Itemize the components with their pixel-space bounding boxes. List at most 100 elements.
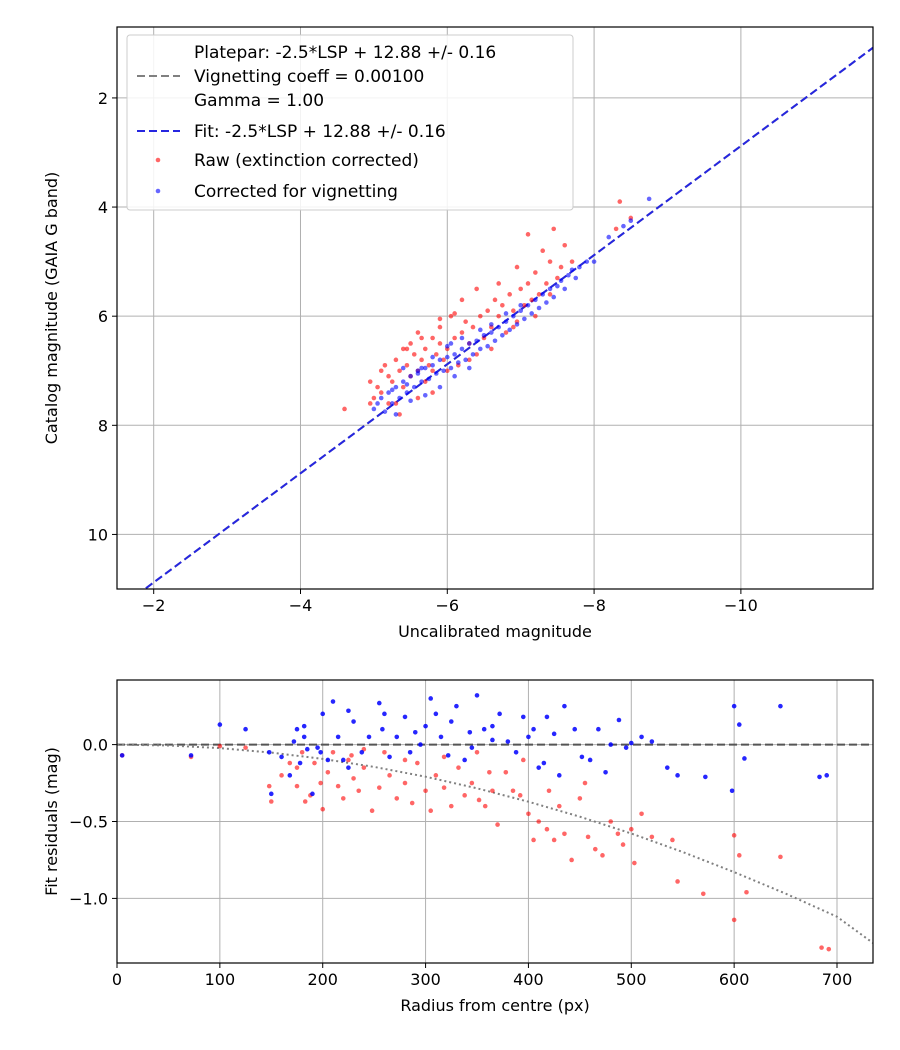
point-raw-extinction-corrected (478, 313, 483, 319)
residual-raw-extinction-corrected (526, 811, 531, 817)
point-raw-extinction-corrected (613, 226, 619, 232)
point-corrected-for-vignetting (389, 387, 395, 393)
point-corrected-for-vignetting (470, 352, 476, 357)
bot-x-tick-label: 400 (513, 970, 544, 989)
residual-raw-extinction-corrected (409, 800, 415, 806)
residual-corrected-for-vignetting (596, 726, 601, 732)
point-corrected-for-vignetting (459, 346, 465, 352)
point-raw-extinction-corrected (492, 297, 498, 303)
point-raw-extinction-corrected (529, 297, 534, 303)
point-raw-extinction-corrected (371, 395, 377, 401)
residual-raw-extinction-corrected (335, 783, 341, 789)
point-corrected-for-vignetting (430, 354, 435, 360)
point-corrected-for-vignetting (371, 406, 377, 412)
residual-raw-extinction-corrected (415, 760, 420, 766)
residual-raw-extinction-corrected (649, 834, 655, 840)
point-raw-extinction-corrected (555, 275, 560, 281)
point-corrected-for-vignetting (514, 322, 520, 327)
point-raw-extinction-corrected (430, 368, 435, 374)
residual-corrected-for-vignetting (481, 726, 487, 732)
residual-corrected-for-vignetting (448, 719, 454, 724)
point-raw-extinction-corrected (367, 401, 373, 406)
point-raw-extinction-corrected (430, 390, 435, 395)
residual-corrected-for-vignetting (556, 773, 562, 778)
legend-label: Corrected for vignetting (194, 182, 398, 202)
residual-raw-extinction-corrected (423, 788, 428, 794)
residual-raw-extinction-corrected (382, 749, 387, 755)
point-corrected-for-vignetting (529, 311, 534, 316)
residual-raw-extinction-corrected (675, 879, 680, 884)
point-corrected-for-vignetting (628, 218, 634, 223)
residual-raw-extinction-corrected (302, 799, 308, 804)
residual-corrected-for-vignetting (603, 769, 608, 775)
residual-raw-extinction-corrected (700, 891, 706, 897)
point-raw-extinction-corrected (408, 341, 413, 346)
point-raw-extinction-corrected (378, 368, 384, 374)
point-corrected-for-vignetting (555, 283, 560, 289)
point-corrected-for-vignetting (566, 272, 571, 278)
point-raw-extinction-corrected (452, 335, 457, 341)
residual-corrected-for-vignetting (119, 753, 125, 758)
residual-raw-extinction-corrected (462, 793, 467, 798)
residual-corrected-for-vignetting (628, 740, 634, 746)
top-y-tick-label: 10 (88, 525, 108, 544)
top-x-axis-label: Uncalibrated magnitude (398, 622, 592, 641)
residual-corrected-for-vignetting (394, 734, 400, 740)
point-corrected-for-vignetting (375, 401, 380, 406)
point-corrected-for-vignetting (503, 319, 509, 324)
point-raw-extinction-corrected (419, 357, 424, 363)
point-raw-extinction-corrected (547, 292, 553, 297)
point-raw-extinction-corrected (375, 384, 380, 390)
residual-raw-extinction-corrected (632, 860, 637, 866)
point-corrected-for-vignetting (478, 346, 483, 352)
residual-corrected-for-vignetting (320, 711, 326, 717)
point-raw-extinction-corrected (540, 248, 546, 254)
legend-box (126, 34, 574, 211)
residual-corrected-for-vignetting (817, 774, 822, 780)
point-corrected-for-vignetting (456, 360, 461, 365)
point-raw-extinction-corrected (522, 302, 527, 308)
residual-raw-extinction-corrected (469, 780, 475, 786)
point-raw-extinction-corrected (511, 324, 516, 330)
residual-corrected-for-vignetting (438, 734, 444, 740)
top-fit-lines (143, 46, 873, 589)
point-raw-extinction-corrected (470, 324, 476, 330)
fit-line-fit (143, 46, 873, 589)
residual-corrected-for-vignetting (541, 760, 547, 766)
point-raw-extinction-corrected (617, 199, 623, 204)
residual-corrected-for-vignetting (330, 699, 336, 704)
residual-corrected-for-vignetting (402, 714, 408, 720)
point-corrected-for-vignetting (536, 305, 542, 311)
point-raw-extinction-corrected (422, 379, 428, 384)
top-x-tick-label: −6 (435, 596, 459, 615)
point-raw-extinction-corrected (496, 281, 501, 286)
point-corrected-for-vignetting (448, 365, 454, 371)
point-corrected-for-vignetting (422, 393, 428, 398)
residual-raw-extinction-corrected (217, 743, 223, 749)
residual-corrected-for-vignetting (304, 746, 310, 752)
point-corrected-for-vignetting (540, 292, 546, 297)
residual-raw-extinction-corrected (531, 837, 536, 843)
residual-raw-extinction-corrected (490, 788, 495, 794)
residual-raw-extinction-corrected (361, 765, 367, 770)
point-raw-extinction-corrected (437, 324, 443, 330)
residual-corrected-for-vignetting (301, 734, 307, 740)
residual-raw-extinction-corrected (562, 831, 567, 837)
point-raw-extinction-corrected (474, 286, 479, 292)
point-corrected-for-vignetting (489, 322, 494, 327)
point-corrected-for-vignetting (404, 390, 410, 395)
legend-label: Vignetting coeff = 0.00100 (194, 67, 424, 87)
top-x-tick-label: −8 (582, 596, 606, 615)
residual-raw-extinction-corrected (433, 773, 439, 778)
residual-corrected-for-vignetting (266, 749, 272, 755)
residual-corrected-for-vignetting (572, 726, 578, 732)
bot-x-tick-label: 300 (410, 970, 441, 989)
point-raw-extinction-corrected (463, 319, 468, 324)
point-corrected-for-vignetting (606, 234, 612, 240)
top-y-tick-label: 2 (98, 89, 108, 108)
bot-x-tick-label: 500 (616, 970, 647, 989)
residual-raw-extinction-corrected (356, 788, 362, 794)
residual-corrected-for-vignetting (703, 774, 708, 780)
residual-corrected-for-vignetting (608, 742, 614, 747)
residual-raw-extinction-corrected (294, 765, 300, 770)
